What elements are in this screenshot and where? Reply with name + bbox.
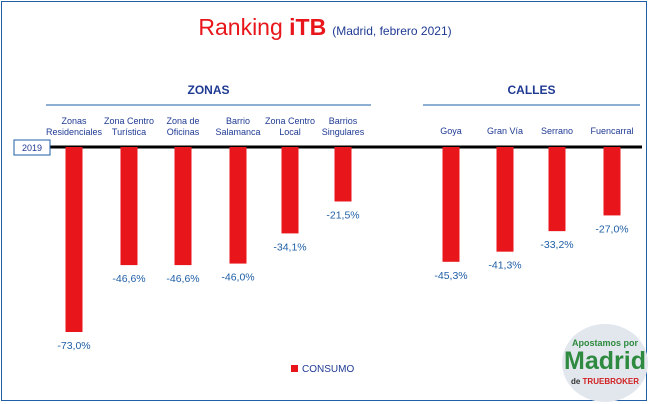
- logo-top-text: Apostamos por: [571, 338, 638, 348]
- category-label: Local: [279, 127, 301, 137]
- bar: [334, 147, 352, 202]
- category-label: Zona Centro: [265, 116, 315, 126]
- group-header-1: CALLES: [508, 83, 556, 97]
- data-label: -73,0%: [57, 340, 90, 352]
- bar: [548, 147, 566, 232]
- data-label: -46,6%: [112, 273, 145, 285]
- title-main: Ranking: [198, 14, 290, 40]
- data-label: -45,3%: [434, 270, 467, 282]
- data-label: -27,0%: [595, 223, 628, 235]
- category-label: Zona de: [166, 116, 199, 126]
- data-label: -34,1%: [273, 241, 306, 253]
- category-label: Fuencarral: [590, 126, 633, 136]
- bar: [65, 147, 83, 332]
- data-label: -46,0%: [221, 272, 254, 284]
- category-label: Goya: [440, 126, 462, 136]
- bar: [442, 147, 460, 262]
- data-label: -33,2%: [540, 239, 573, 251]
- chart-title: Ranking iTB (Madrid, febrero 2021): [0, 14, 650, 41]
- baseline-label-box: [13, 139, 51, 156]
- category-label: Zonas: [61, 116, 87, 126]
- title-bold: iTB: [289, 14, 327, 40]
- bar: [229, 147, 247, 264]
- category-label: Salamanca: [215, 127, 260, 137]
- legend-label: CONSUMO: [302, 364, 354, 375]
- bar: [496, 147, 514, 252]
- bar: [281, 147, 299, 234]
- logo-brand: TRUEBROKER: [582, 377, 639, 386]
- category-label: Singulares: [322, 127, 365, 137]
- category-label: Turística: [112, 127, 146, 137]
- data-label: -41,3%: [488, 260, 521, 272]
- baseline-label: 2019: [22, 143, 42, 153]
- legend-swatch: [291, 365, 298, 372]
- category-label: Serrano: [541, 126, 573, 136]
- category-label: Oficinas: [167, 127, 200, 137]
- category-label: Barrios: [329, 116, 358, 126]
- logo-bottom-prefix: de: [570, 377, 583, 386]
- data-label: -21,5%: [326, 209, 359, 221]
- data-label: -46,6%: [166, 273, 199, 285]
- category-label: Residenciales: [46, 127, 103, 137]
- logo-main-text: Madrid: [564, 347, 646, 375]
- group-header-0: ZONAS: [188, 83, 230, 97]
- bar: [174, 147, 192, 266]
- bar: [603, 147, 621, 216]
- category-label: Zona Centro: [104, 116, 154, 126]
- bar: [120, 147, 138, 266]
- category-label: Barrio: [226, 116, 250, 126]
- logo-bottom-text: de TRUEBROKER: [562, 377, 648, 386]
- chart-subtitle: (Madrid, febrero 2021): [332, 24, 452, 38]
- apostamos-por-madrid-logo: Apostamos por Madrid de TRUEBROKER: [562, 324, 648, 402]
- category-label: Gran Vía: [487, 126, 523, 136]
